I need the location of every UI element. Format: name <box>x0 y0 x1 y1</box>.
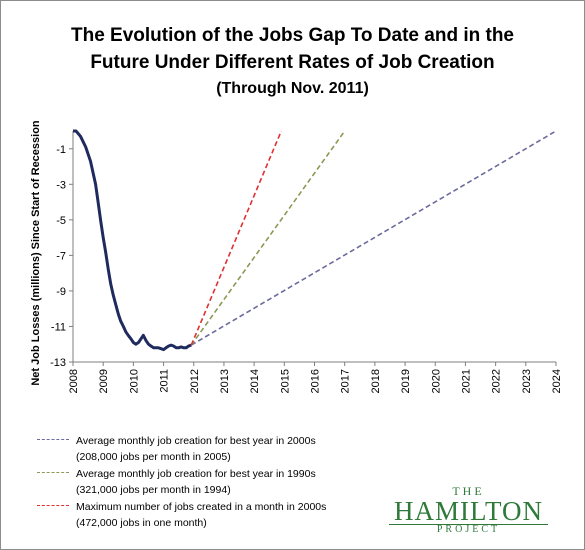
x-tick-label: 2024 <box>551 369 563 393</box>
y-tick-label: -1 <box>56 144 66 156</box>
chart-title-line-1: The Evolution of the Jobs Gap To Date an… <box>71 25 514 46</box>
logo-project: PROJECT <box>436 524 501 535</box>
logo-rule <box>389 524 548 525</box>
series-line-actual <box>73 129 192 352</box>
legend-detail-best-1990s: (321,000 jobs per month in 1994) <box>76 484 231 496</box>
x-tick-label: 2017 <box>340 369 352 393</box>
x-tick-label: 2008 <box>68 369 80 393</box>
x-tick-label: 2010 <box>128 369 140 393</box>
legend-label-max-2000s: Maximum number of jobs created in a mont… <box>76 501 327 513</box>
y-tick-label: -11 <box>51 321 66 333</box>
x-tick-label: 2023 <box>521 369 533 393</box>
hamilton-project-logo: THE HAMILTON PROJECT <box>381 484 556 536</box>
chart-title-line-2: Future Under Different Rates of Job Crea… <box>90 52 495 73</box>
legend-label-best-1990s: Average monthly job creation for best ye… <box>76 468 316 480</box>
x-tick-label: 2014 <box>249 369 261 393</box>
x-tick-label: 2020 <box>430 369 442 393</box>
series-line-max2000s <box>190 130 283 346</box>
x-tick-label: 2022 <box>491 369 503 393</box>
x-tick-label: 2011 <box>159 369 171 393</box>
series-line-best2000s <box>190 130 557 346</box>
legend-swatch-best-2000s <box>37 439 69 440</box>
series-line-best1990s <box>190 130 346 346</box>
x-tick-label: 2021 <box>460 369 472 393</box>
legend-detail-best-2000s: (208,000 jobs per month in 2005) <box>76 451 231 463</box>
y-tick-label: -7 <box>56 250 66 262</box>
x-tick-label: 2018 <box>370 369 382 393</box>
x-tick-label: 2016 <box>310 369 322 393</box>
legend-swatch-max-2000s <box>37 505 69 506</box>
legend-swatch-best-1990s <box>37 472 69 473</box>
x-tick-label: 2015 <box>279 369 291 393</box>
y-tick-label: -13 <box>50 357 66 369</box>
y-axis-label: Net Job Losses (millions) Since Start of… <box>30 120 42 386</box>
legend-detail-max-2000s: (472,000 jobs in one month) <box>76 517 207 529</box>
x-tick-label: 2012 <box>189 369 201 393</box>
logo-the: THE <box>452 484 485 498</box>
x-tick-label: 2013 <box>219 369 231 393</box>
x-tick-label: 2019 <box>400 369 412 393</box>
x-tick-label: 2009 <box>98 369 110 393</box>
y-tick-label: -3 <box>56 179 66 191</box>
chart-subtitle: (Through Nov. 2011) <box>216 80 369 97</box>
y-tick-label: -9 <box>56 286 66 298</box>
legend-label-best-2000s: Average monthly job creation for best ye… <box>76 435 316 447</box>
logo-name: HAMILTON <box>393 496 543 526</box>
y-tick-label: -5 <box>56 215 66 227</box>
